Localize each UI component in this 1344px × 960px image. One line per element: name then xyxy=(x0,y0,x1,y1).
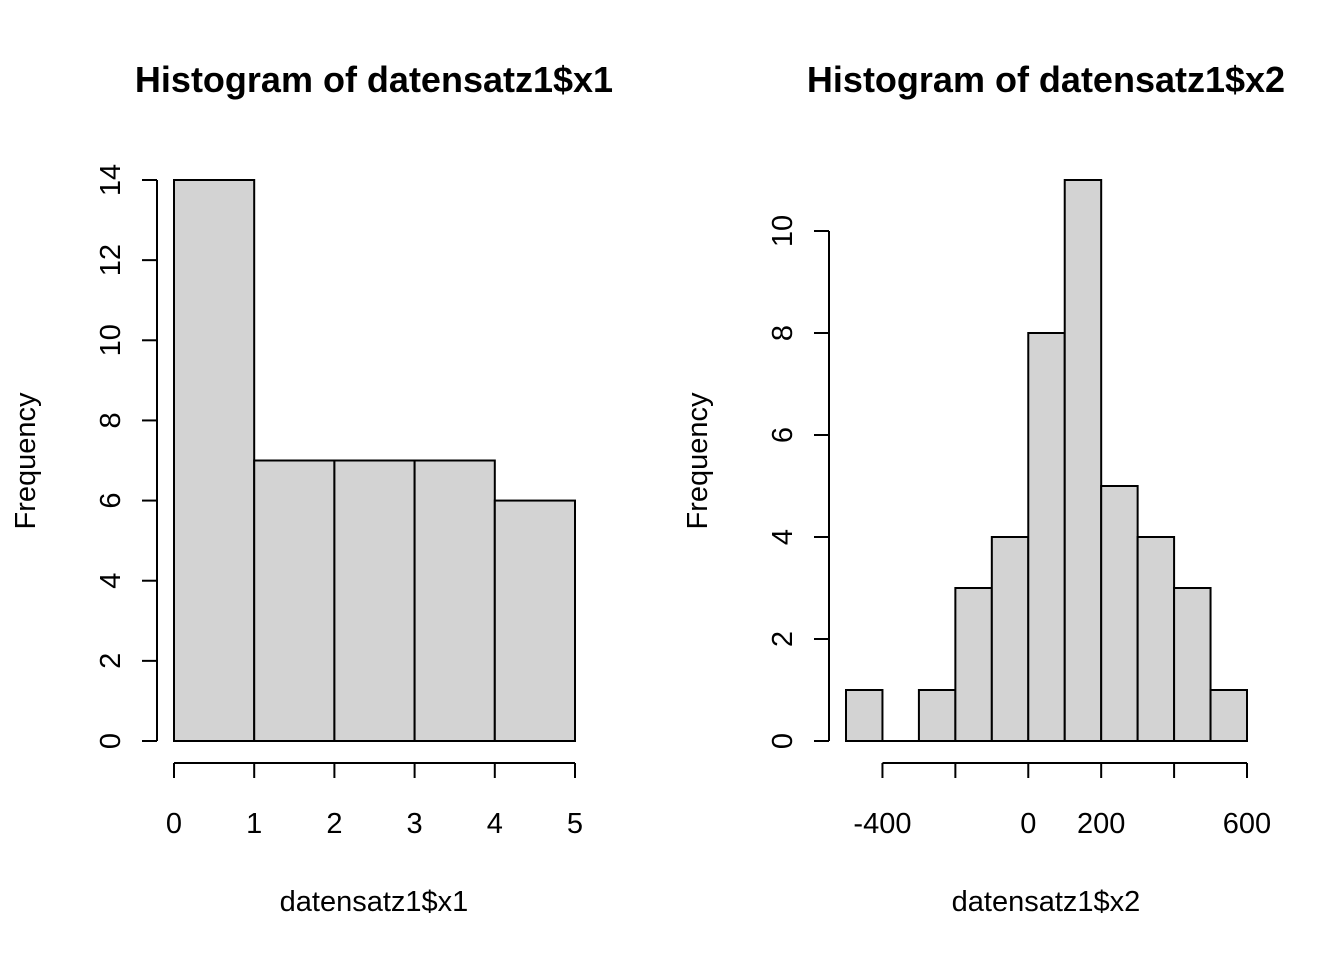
histogram-bar xyxy=(253,459,336,742)
y-axis-label: Frequency xyxy=(682,392,714,530)
histogram-bar xyxy=(1209,689,1248,742)
x-axis-label: datensatz1$x2 xyxy=(952,886,1141,918)
x-tick-label: 0 xyxy=(1020,808,1036,840)
histogram-bar xyxy=(173,179,256,742)
x-axis-label: datensatz1$x1 xyxy=(280,886,469,918)
y-axis-label: Frequency xyxy=(10,392,42,530)
y-tick-label: 8 xyxy=(95,412,127,428)
y-tick-label: 0 xyxy=(95,733,127,749)
x-axis: 0 1 2 3 4 5 xyxy=(166,762,583,840)
x-tick-label: 2 xyxy=(326,808,342,840)
x-tick-label: 0 xyxy=(166,808,182,840)
y-tick-label: 2 xyxy=(95,653,127,669)
histogram-bar xyxy=(333,459,416,742)
y-tick-label: 4 xyxy=(95,573,127,589)
chart-title: Histogram of datensatz1$x1 xyxy=(135,59,613,100)
y-tick-label: 8 xyxy=(767,325,799,341)
y-tick-label: 10 xyxy=(95,324,127,356)
bars xyxy=(173,179,576,743)
x-tick-label: -400 xyxy=(853,808,911,840)
histogram-panel-x2: Histogram of datensatz1$x2 datensatz1$x2… xyxy=(682,59,1285,918)
chart-title: Histogram of datensatz1$x2 xyxy=(807,59,1285,100)
histogram-bar xyxy=(917,689,957,742)
histogram-bar xyxy=(1100,485,1139,742)
histogram-bar xyxy=(845,689,884,742)
y-axis: 0 2 4 6 8 10 12 14 xyxy=(95,164,158,749)
y-tick-label: 6 xyxy=(767,427,799,443)
histogram-bar xyxy=(1136,536,1176,742)
histogram-bar xyxy=(493,499,576,743)
histogram-bar xyxy=(413,459,496,742)
bars xyxy=(845,179,1248,742)
y-tick-label: 6 xyxy=(95,493,127,509)
y-axis: 0 2 4 6 8 10 xyxy=(767,215,830,749)
x-tick-label: 600 xyxy=(1223,808,1271,840)
x-tick-label: 5 xyxy=(567,808,583,840)
x-tick-label: 4 xyxy=(487,808,503,840)
y-tick-label: 14 xyxy=(95,164,127,196)
x-tick-label: 3 xyxy=(407,808,423,840)
histogram-bar xyxy=(1027,332,1066,742)
y-tick-label: 12 xyxy=(95,244,127,276)
y-tick-label: 4 xyxy=(767,529,799,545)
x-tick-label: 200 xyxy=(1077,808,1125,840)
y-tick-label: 2 xyxy=(767,631,799,647)
histogram-bar xyxy=(1173,587,1212,742)
histogram-bar xyxy=(1063,179,1103,742)
histogram-bar xyxy=(990,536,1030,742)
histogram-bar xyxy=(954,587,993,742)
y-tick-label: 10 xyxy=(767,215,799,247)
y-tick-label: 0 xyxy=(767,733,799,749)
x-tick-label: 1 xyxy=(246,808,262,840)
histogram-panel-x1: Histogram of datensatz1$x1 datensatz1$x1… xyxy=(10,59,613,918)
x-axis: -400 0 200 600 xyxy=(853,762,1271,840)
